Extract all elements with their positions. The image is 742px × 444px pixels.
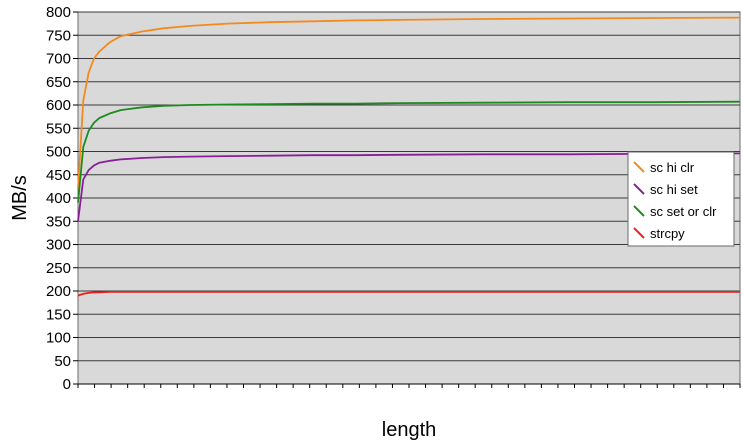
y-tick-label: 200 [46,283,71,300]
y-tick-label: 150 [46,306,71,323]
y-tick-label: 650 [46,74,71,91]
y-tick-label: 50 [54,353,71,370]
y-tick-label: 800 [46,4,71,21]
legend-swatch-sc-hi-set [633,183,645,195]
legend-box [627,151,735,247]
series-line-sc-set-or-clr [77,100,741,203]
legend-label: sc set or clr [650,204,717,219]
y-tick-label: 600 [46,97,71,114]
legend-swatch-sc-set-or-clr [633,205,645,217]
y-tick-label: 500 [46,144,71,161]
legend-swatch-sc-hi-clr [633,161,645,173]
y-tick-label: 0 [63,376,71,393]
series-line-strcpy [77,290,740,297]
y-tick-label: 100 [46,330,71,347]
y-tick-label: 350 [46,213,71,230]
y-tick-label: 450 [46,167,71,184]
legend-label: sc hi clr [650,160,695,175]
y-tick-label: 700 [46,51,71,68]
y-axis-title: MB/s [9,175,31,221]
y-tick-label: 750 [46,27,71,44]
legend-label: strcpy [650,226,685,241]
series-line-sc-hi-clr [77,16,741,189]
y-tick-label: 550 [46,120,71,137]
series-line-sc-hi-set [77,152,741,222]
legend-swatch-strcpy [633,227,645,239]
y-tick-label: 250 [46,260,71,277]
y-tick-label: 400 [46,190,71,207]
legend-label: sc hi set [650,182,698,197]
y-tick-label: 300 [46,237,71,254]
x-axis-title: length [382,419,437,441]
